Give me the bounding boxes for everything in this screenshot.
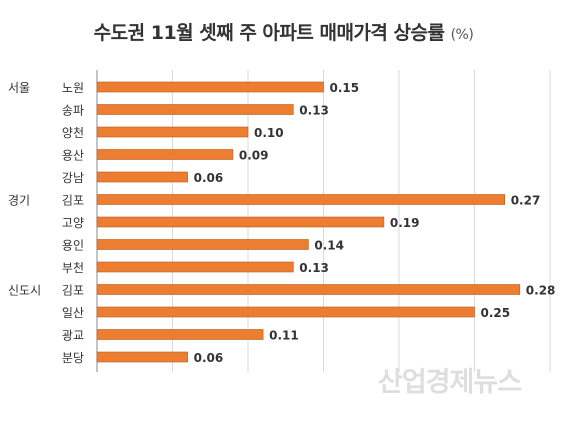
category-label: 고양 (62, 216, 84, 230)
data-label: 0.06 (194, 171, 224, 185)
data-label: 0.19 (390, 216, 420, 230)
bar (96, 239, 309, 250)
group-label: 신도시 (8, 284, 41, 298)
bar (96, 194, 506, 205)
bar (96, 261, 294, 273)
category-label: 강남 (62, 171, 84, 185)
data-label: 0.10 (254, 126, 284, 140)
group-label: 경기 (8, 194, 30, 208)
bar (96, 171, 188, 183)
category-label: 분당 (62, 351, 84, 365)
group-label: 서울 (8, 81, 30, 95)
bar (96, 104, 294, 115)
category-label: 김포 (62, 194, 84, 208)
data-label: 0.13 (299, 261, 329, 275)
category-label: 송파 (62, 104, 84, 118)
data-label: 0.13 (299, 104, 329, 118)
data-label: 0.09 (239, 149, 269, 163)
bar (96, 149, 234, 160)
data-label: 0.27 (511, 194, 541, 208)
category-label: 광교 (62, 329, 84, 343)
category-label: 부천 (62, 260, 84, 275)
chart-title: 수도권 11월 셋째 주 아파트 매매가격 상승률 (%) (0, 18, 567, 45)
chart-title-text: 수도권 11월 셋째 주 아파트 매매가격 상승률 (93, 22, 445, 44)
bar (96, 284, 521, 295)
category-label: 용산 (62, 149, 84, 163)
category-label: 김포 (62, 284, 84, 298)
data-label: 0.06 (194, 351, 224, 365)
data-label: 0.25 (481, 306, 511, 320)
data-label: 0.28 (526, 284, 556, 298)
category-label: 용인 (62, 239, 84, 253)
bar (96, 306, 475, 318)
chart-title-unit: (%) (450, 27, 474, 43)
category-label: 노원 (62, 81, 84, 95)
data-label: 0.14 (314, 239, 344, 253)
category-label: 일산 (62, 306, 84, 320)
bar (96, 216, 385, 228)
bar (96, 351, 188, 363)
category-label: 양천 (62, 125, 84, 140)
bar (96, 126, 249, 138)
data-label: 0.11 (269, 329, 299, 343)
bar (96, 81, 324, 93)
bar (96, 329, 264, 340)
data-label: 0.15 (330, 81, 360, 95)
watermark: 산업경제뉴스 (378, 367, 522, 398)
